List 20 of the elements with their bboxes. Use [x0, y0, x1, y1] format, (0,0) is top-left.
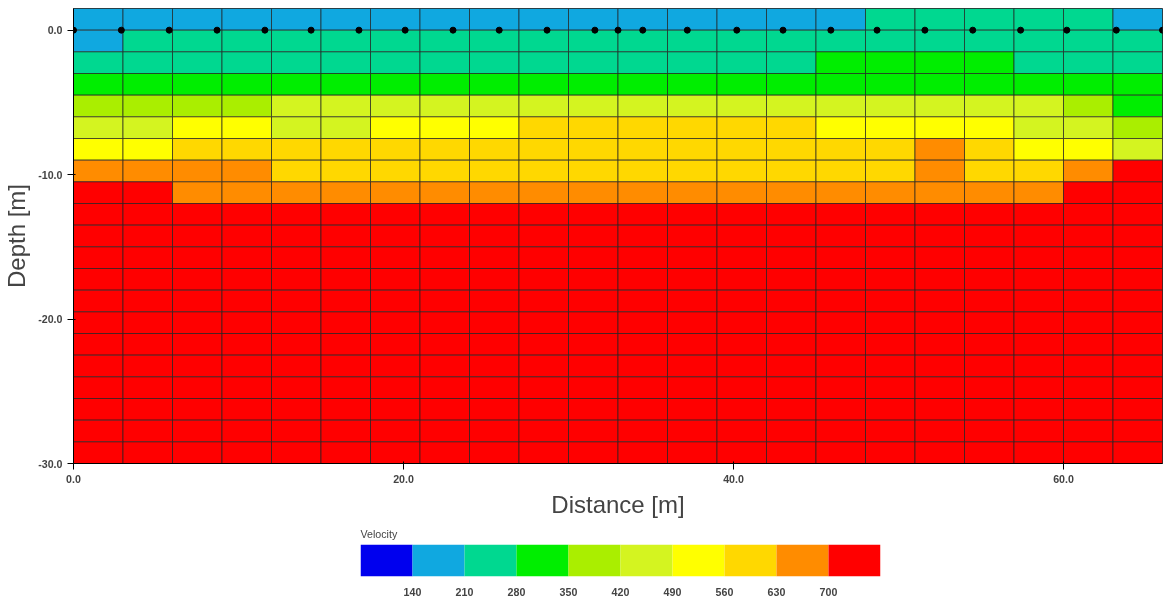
color-bar-label: 560	[715, 585, 734, 598]
color-bar-label: 420	[611, 585, 630, 598]
color-bar-label: 280	[507, 585, 526, 598]
color-bar-label: 140	[403, 585, 422, 598]
x-tick-label: 40.0	[723, 472, 744, 485]
color-bar-label: 210	[455, 585, 474, 598]
color-bar-label: 350	[559, 585, 578, 598]
y-tick-label: -20.0	[38, 313, 63, 326]
x-tick-label: 20.0	[393, 472, 414, 485]
y-tick-label: -10.0	[38, 168, 63, 181]
x-tick-label: 60.0	[1053, 472, 1074, 485]
color-bar-label: 630	[767, 585, 786, 598]
x-tick-label: 0.0	[66, 472, 81, 485]
y-tick-label: -30.0	[38, 457, 63, 470]
x-axis-title: Distance [m]	[551, 490, 685, 518]
y-axis-title: Depth [m]	[3, 183, 31, 289]
color-bar-title: Velocity	[360, 527, 398, 540]
color-bar-label: 700	[819, 585, 838, 598]
color-bar-label: 490	[663, 585, 682, 598]
y-tick-label: 0.0	[47, 24, 63, 37]
